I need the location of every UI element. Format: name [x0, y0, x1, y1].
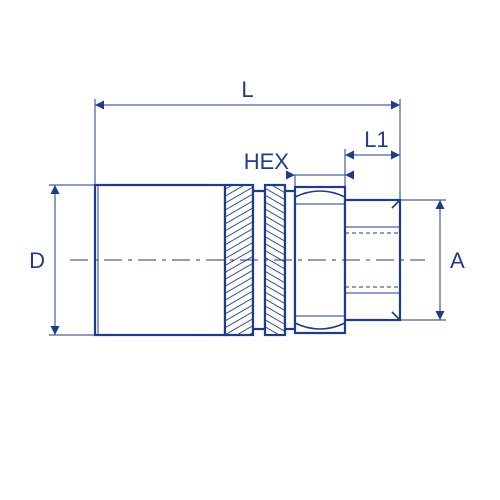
- coupling-diagram: L L1 HEX D A: [0, 0, 500, 500]
- dim-label-A: A: [450, 248, 465, 273]
- dim-label-HEX: HEX: [244, 149, 290, 174]
- dim-label-D: D: [29, 248, 45, 273]
- dim-label-L: L: [241, 77, 253, 102]
- dim-label-L1: L1: [364, 127, 388, 152]
